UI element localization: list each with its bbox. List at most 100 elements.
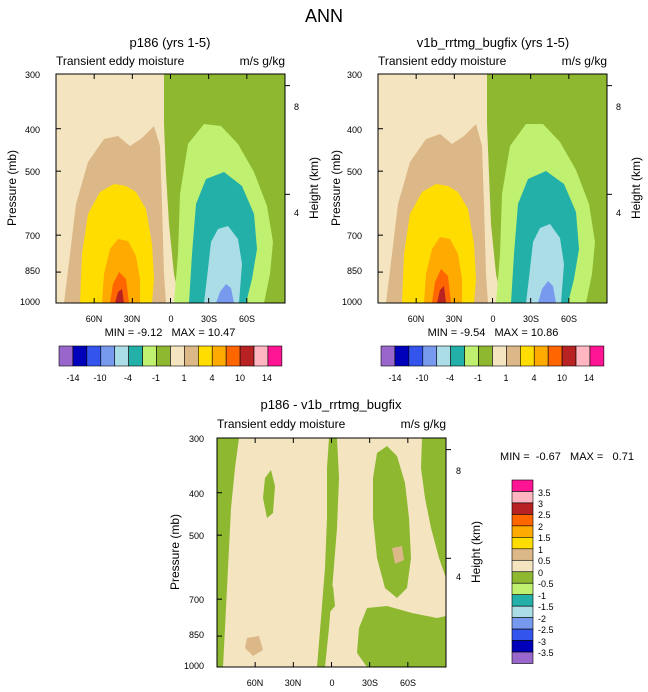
- min-max-label: MIN = -0.67 MAX = 0.71: [500, 451, 634, 463]
- x-tick-label: 30S: [201, 314, 217, 324]
- colorbar-label: 14: [584, 373, 594, 383]
- colorbar-label: -1: [538, 591, 546, 601]
- contour-band-positive: [245, 636, 263, 656]
- x-tick-label: 30N: [285, 678, 302, 688]
- contour-plot: [377, 73, 608, 304]
- panel-model-p186: p186 (yrs 1-5) Transient eddy moisture m…: [5, 35, 321, 383]
- y-tick-label: 300: [25, 70, 40, 80]
- panel-subtitle-left: Transient eddy moisture: [56, 54, 185, 68]
- colorbar-label: 4: [209, 373, 214, 383]
- colorbar-swatch: [511, 479, 534, 492]
- colorbar-swatch: [58, 345, 74, 367]
- colorbar-label: -2.5: [538, 625, 554, 635]
- panel-subtitle-left: Transient eddy moisture: [217, 417, 346, 431]
- colorbar-swatch: [511, 525, 534, 538]
- colorbar-label: -0.5: [538, 579, 554, 589]
- colorbar-swatch: [408, 345, 424, 367]
- contour-band-positive-4: [432, 269, 451, 303]
- colorbar-swatch: [511, 605, 534, 618]
- y-right-tick-label: 4: [456, 572, 461, 582]
- y-tick-label: 1000: [184, 661, 204, 671]
- x-tick-label: 0: [329, 678, 334, 688]
- colorbar-swatch: [422, 345, 438, 367]
- contour-band-positive-4: [110, 272, 129, 303]
- colorbar-label: -3.5: [538, 648, 554, 658]
- colorbar-swatch: [511, 548, 534, 561]
- y-tick-label: 1000: [20, 297, 40, 307]
- colorbar-label: 1: [181, 373, 186, 383]
- colorbar-swatch: [575, 345, 591, 367]
- x-axis-latitude: 60N 30N 0 30S 60S: [408, 74, 577, 324]
- x-tick-label: 60S: [400, 678, 416, 688]
- contour-band-negative: [217, 438, 239, 667]
- y-axis-right-label: Height (km): [307, 157, 321, 219]
- colorbar-label: -1.5: [538, 602, 554, 612]
- contour-band-positive-3: [424, 237, 462, 303]
- x-tick-label: 60N: [86, 314, 103, 324]
- colorbar-label: -1: [474, 373, 482, 383]
- y-tick-label: 850: [25, 266, 40, 276]
- y-axis-height: 8 4: [294, 102, 299, 218]
- colorbar-vertical: [511, 479, 534, 664]
- y-tick-label: 500: [189, 531, 204, 541]
- contour-band-positive-5: [437, 286, 446, 303]
- panel-model-v1b: v1b_rrtmg_bugfix (yrs 1-5) Transient edd…: [329, 35, 643, 383]
- colorbar-swatch: [86, 345, 102, 367]
- y-right-tick-label: 4: [294, 208, 299, 218]
- colorbar-label: 3.5: [538, 488, 551, 498]
- colorbar-swatch: [394, 345, 410, 367]
- colorbar-swatch: [547, 345, 563, 367]
- colorbar-label: 1: [503, 373, 508, 383]
- y-axis-height: 8 4: [456, 466, 461, 582]
- colorbar-label: 1.5: [538, 533, 551, 543]
- y-axis-height: 8 4: [616, 102, 621, 218]
- colorbar-label: -4: [124, 373, 132, 383]
- colorbar-label: -2: [538, 614, 546, 624]
- colorbar-swatch: [511, 640, 534, 653]
- y-tick-label: 400: [347, 125, 362, 135]
- colorbar-swatch: [511, 628, 534, 641]
- x-tick-label: 30N: [124, 314, 141, 324]
- x-axis-latitude: 60N 30N 0 30S 60S: [247, 438, 416, 688]
- colorbar-swatch: [464, 345, 479, 367]
- y-tick-label: 300: [189, 434, 204, 444]
- y-right-tick-label: 8: [294, 102, 299, 112]
- contour-band-negative-4: [204, 226, 242, 303]
- colorbar-swatch: [267, 345, 283, 367]
- colorbar-swatch: [100, 345, 116, 367]
- y-axis-label: Pressure (mb): [168, 514, 182, 590]
- colorbar-swatch: [589, 345, 605, 367]
- panel-units: m/s g/kg: [562, 54, 607, 68]
- contour-band-negative: [357, 606, 446, 667]
- y-axis-label: Pressure (mb): [5, 150, 19, 226]
- contour-band-negative: [263, 470, 275, 518]
- y-axis-right-label: Height (km): [629, 157, 643, 219]
- x-tick-label: 30S: [523, 314, 539, 324]
- colorbar-label: 3: [538, 499, 543, 509]
- colorbar-swatch: [511, 582, 534, 595]
- panel-title: p186 (yrs 1-5): [130, 35, 211, 50]
- colorbar-swatch: [511, 491, 534, 504]
- x-tick-label: 30S: [362, 678, 378, 688]
- contour-band-positive-5: [115, 289, 124, 303]
- min-max-label: MIN = -9.54 MAX = 10.86: [428, 327, 559, 339]
- contour-band-positive: [392, 546, 404, 564]
- colorbar-swatch: [450, 345, 465, 367]
- panel-units: m/s g/kg: [401, 417, 446, 431]
- colorbar-swatch: [436, 345, 451, 367]
- colorbar-swatch: [380, 345, 396, 367]
- y-tick-label: 300: [347, 70, 362, 80]
- y-tick-label: 700: [347, 231, 362, 241]
- contour-band-negative: [323, 586, 335, 613]
- colorbar-label: -1: [152, 373, 160, 383]
- y-right-tick-label: 4: [616, 208, 621, 218]
- contour-band-negative: [421, 438, 446, 578]
- y-tick-label: 500: [25, 167, 40, 177]
- x-tick-label: 0: [168, 314, 173, 324]
- colorbar-swatch: [533, 345, 549, 367]
- colorbar-label: -3: [538, 637, 546, 647]
- x-tick-label: 60N: [408, 314, 425, 324]
- colorbar-labels: -14 -10 -4 -1 1 4 10 14: [388, 373, 594, 383]
- y-tick-label: 850: [189, 630, 204, 640]
